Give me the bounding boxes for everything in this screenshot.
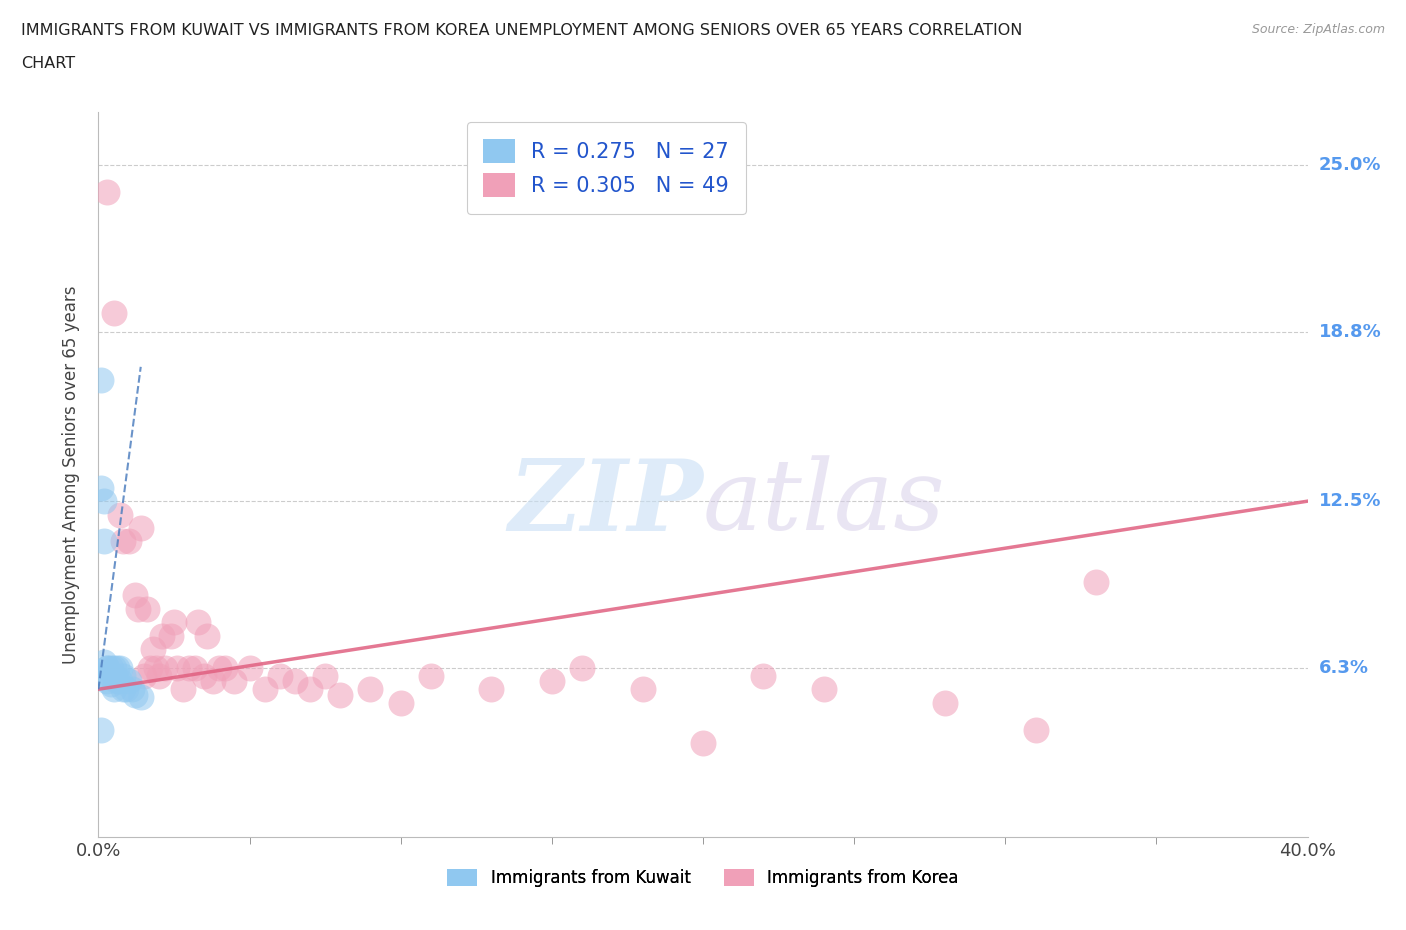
Point	[93, 655, 115, 670]
Point	[145, 660, 167, 675]
Point	[481, 682, 503, 697]
Point	[172, 682, 194, 697]
Point	[96, 669, 118, 684]
Point	[329, 687, 352, 702]
Point	[118, 673, 141, 688]
Point	[96, 660, 118, 675]
Point	[93, 534, 115, 549]
Point	[540, 673, 562, 688]
Point	[105, 673, 128, 688]
Point	[118, 534, 141, 549]
Point	[90, 480, 112, 495]
Point	[1024, 722, 1046, 737]
Point	[114, 682, 136, 697]
Point	[139, 660, 162, 675]
Point	[90, 722, 112, 737]
Point	[108, 673, 131, 688]
Text: ZIP: ZIP	[508, 455, 703, 551]
Point	[202, 673, 225, 688]
Text: 25.0%: 25.0%	[1319, 156, 1381, 174]
Point	[631, 682, 654, 697]
Point	[103, 669, 125, 684]
Point	[193, 669, 215, 684]
Point	[1085, 575, 1108, 590]
Point	[214, 660, 236, 675]
Point	[96, 185, 118, 200]
Point	[692, 736, 714, 751]
Point	[142, 642, 165, 657]
Point	[208, 660, 231, 675]
Point	[105, 660, 128, 675]
Point	[100, 669, 122, 684]
Point	[90, 373, 112, 388]
Point	[160, 628, 183, 643]
Text: CHART: CHART	[21, 56, 75, 71]
Point	[96, 660, 118, 675]
Point	[187, 615, 209, 630]
Point	[195, 628, 218, 643]
Point	[111, 534, 134, 549]
Point	[166, 660, 188, 675]
Legend: Immigrants from Kuwait, Immigrants from Korea: Immigrants from Kuwait, Immigrants from …	[440, 862, 966, 894]
Point	[129, 690, 152, 705]
Point	[111, 682, 134, 697]
Point	[813, 682, 835, 697]
Point	[239, 660, 262, 675]
Point	[150, 628, 173, 643]
Point	[103, 306, 125, 321]
Point	[96, 673, 118, 688]
Point	[129, 521, 152, 536]
Point	[124, 588, 146, 603]
Point	[184, 660, 207, 675]
Point	[284, 673, 307, 688]
Point	[389, 696, 412, 711]
Point	[127, 601, 149, 616]
Point	[360, 682, 382, 697]
Point	[571, 660, 593, 675]
Point	[100, 676, 122, 691]
Point	[179, 660, 201, 675]
Point	[314, 669, 336, 684]
Y-axis label: Unemployment Among Seniors over 65 years: Unemployment Among Seniors over 65 years	[62, 286, 80, 663]
Text: IMMIGRANTS FROM KUWAIT VS IMMIGRANTS FROM KOREA UNEMPLOYMENT AMONG SENIORS OVER : IMMIGRANTS FROM KUWAIT VS IMMIGRANTS FRO…	[21, 23, 1022, 38]
Point	[224, 673, 246, 688]
Point	[108, 507, 131, 522]
Point	[163, 615, 186, 630]
Point	[934, 696, 956, 711]
Text: 6.3%: 6.3%	[1319, 658, 1368, 677]
Point	[103, 682, 125, 697]
Point	[269, 669, 291, 684]
Point	[121, 682, 143, 697]
Point	[108, 660, 131, 675]
Text: atlas: atlas	[703, 456, 946, 551]
Point	[93, 494, 115, 509]
Point	[100, 660, 122, 675]
Point	[124, 687, 146, 702]
Point	[148, 669, 170, 684]
Point	[253, 682, 276, 697]
Text: 18.8%: 18.8%	[1319, 323, 1382, 341]
Point	[153, 660, 176, 675]
Point	[111, 669, 134, 684]
Point	[752, 669, 775, 684]
Text: Source: ZipAtlas.com: Source: ZipAtlas.com	[1251, 23, 1385, 36]
Point	[103, 660, 125, 675]
Text: 12.5%: 12.5%	[1319, 492, 1381, 511]
Point	[135, 601, 157, 616]
Point	[299, 682, 322, 697]
Point	[132, 669, 155, 684]
Point	[420, 669, 443, 684]
